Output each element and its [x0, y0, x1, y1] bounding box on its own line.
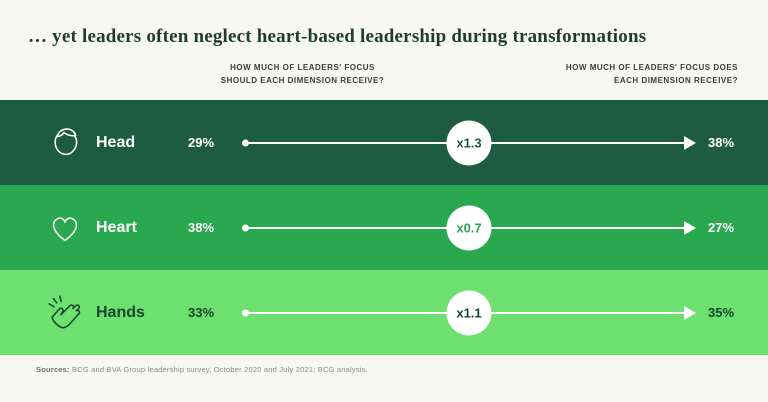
column-header-does-line1: HOW MUCH OF LEADERS' FOCUS DOES	[565, 63, 738, 72]
head-icon	[34, 120, 96, 166]
arrow: x0.7	[242, 185, 696, 270]
arrow-head	[684, 305, 696, 320]
multiplier-badge: x1.1	[446, 290, 492, 335]
column-header-does-line2: EACH DIMENSION RECEIVE?	[614, 75, 738, 85]
column-header-does: HOW MUCH OF LEADERS' FOCUS DOES EACH DIM…	[528, 62, 738, 88]
should-value: 33%	[188, 305, 215, 320]
band-list: Head 29% x1.3 38% Heart 38%	[0, 100, 768, 355]
multiplier-badge: x1.3	[446, 120, 492, 165]
arrow: x1.3	[242, 100, 696, 185]
does-value: 38%	[708, 135, 735, 150]
arrow-origin-dot	[242, 139, 249, 146]
band-heart: Heart 38% x0.7 27%	[0, 185, 768, 270]
column-header-should-line2: SHOULD EACH DIMENSION RECEIVE?	[220, 75, 385, 85]
heart-icon	[34, 205, 96, 251]
should-value: 29%	[188, 135, 215, 150]
sources-text: BCG and BVA Group leadership survey, Oct…	[72, 365, 368, 374]
band-hands: Hands 33% x1.1 35%	[0, 270, 768, 355]
arrow: x1.1	[242, 270, 696, 355]
page-title: … yet leaders often neglect heart-based …	[28, 26, 647, 47]
column-header-should-line1: HOW MUCH OF LEADERS' FOCUS	[230, 63, 375, 72]
arrow-head	[684, 220, 696, 235]
arrow-origin-dot	[242, 224, 249, 231]
should-value: 38%	[188, 220, 215, 235]
multiplier-value: x1.3	[456, 135, 482, 150]
arrow-head	[684, 135, 696, 150]
row-label: Head	[96, 133, 136, 151]
does-value: 27%	[708, 220, 735, 235]
hands-clapping-icon	[34, 290, 96, 336]
multiplier-value: x1.1	[456, 305, 482, 320]
row-label: Heart	[96, 218, 137, 236]
sources-note: Sources: BCG and BVA Group leadership su…	[36, 365, 368, 374]
row-label: Hands	[96, 303, 145, 321]
band-head: Head 29% x1.3 38%	[0, 100, 768, 185]
arrow-origin-dot	[242, 309, 249, 316]
sources-label: Sources:	[36, 365, 70, 374]
multiplier-value: x0.7	[456, 220, 482, 235]
multiplier-badge: x0.7	[446, 205, 492, 250]
does-value: 35%	[708, 305, 735, 320]
column-header-should: HOW MUCH OF LEADERS' FOCUS SHOULD EACH D…	[205, 62, 400, 88]
